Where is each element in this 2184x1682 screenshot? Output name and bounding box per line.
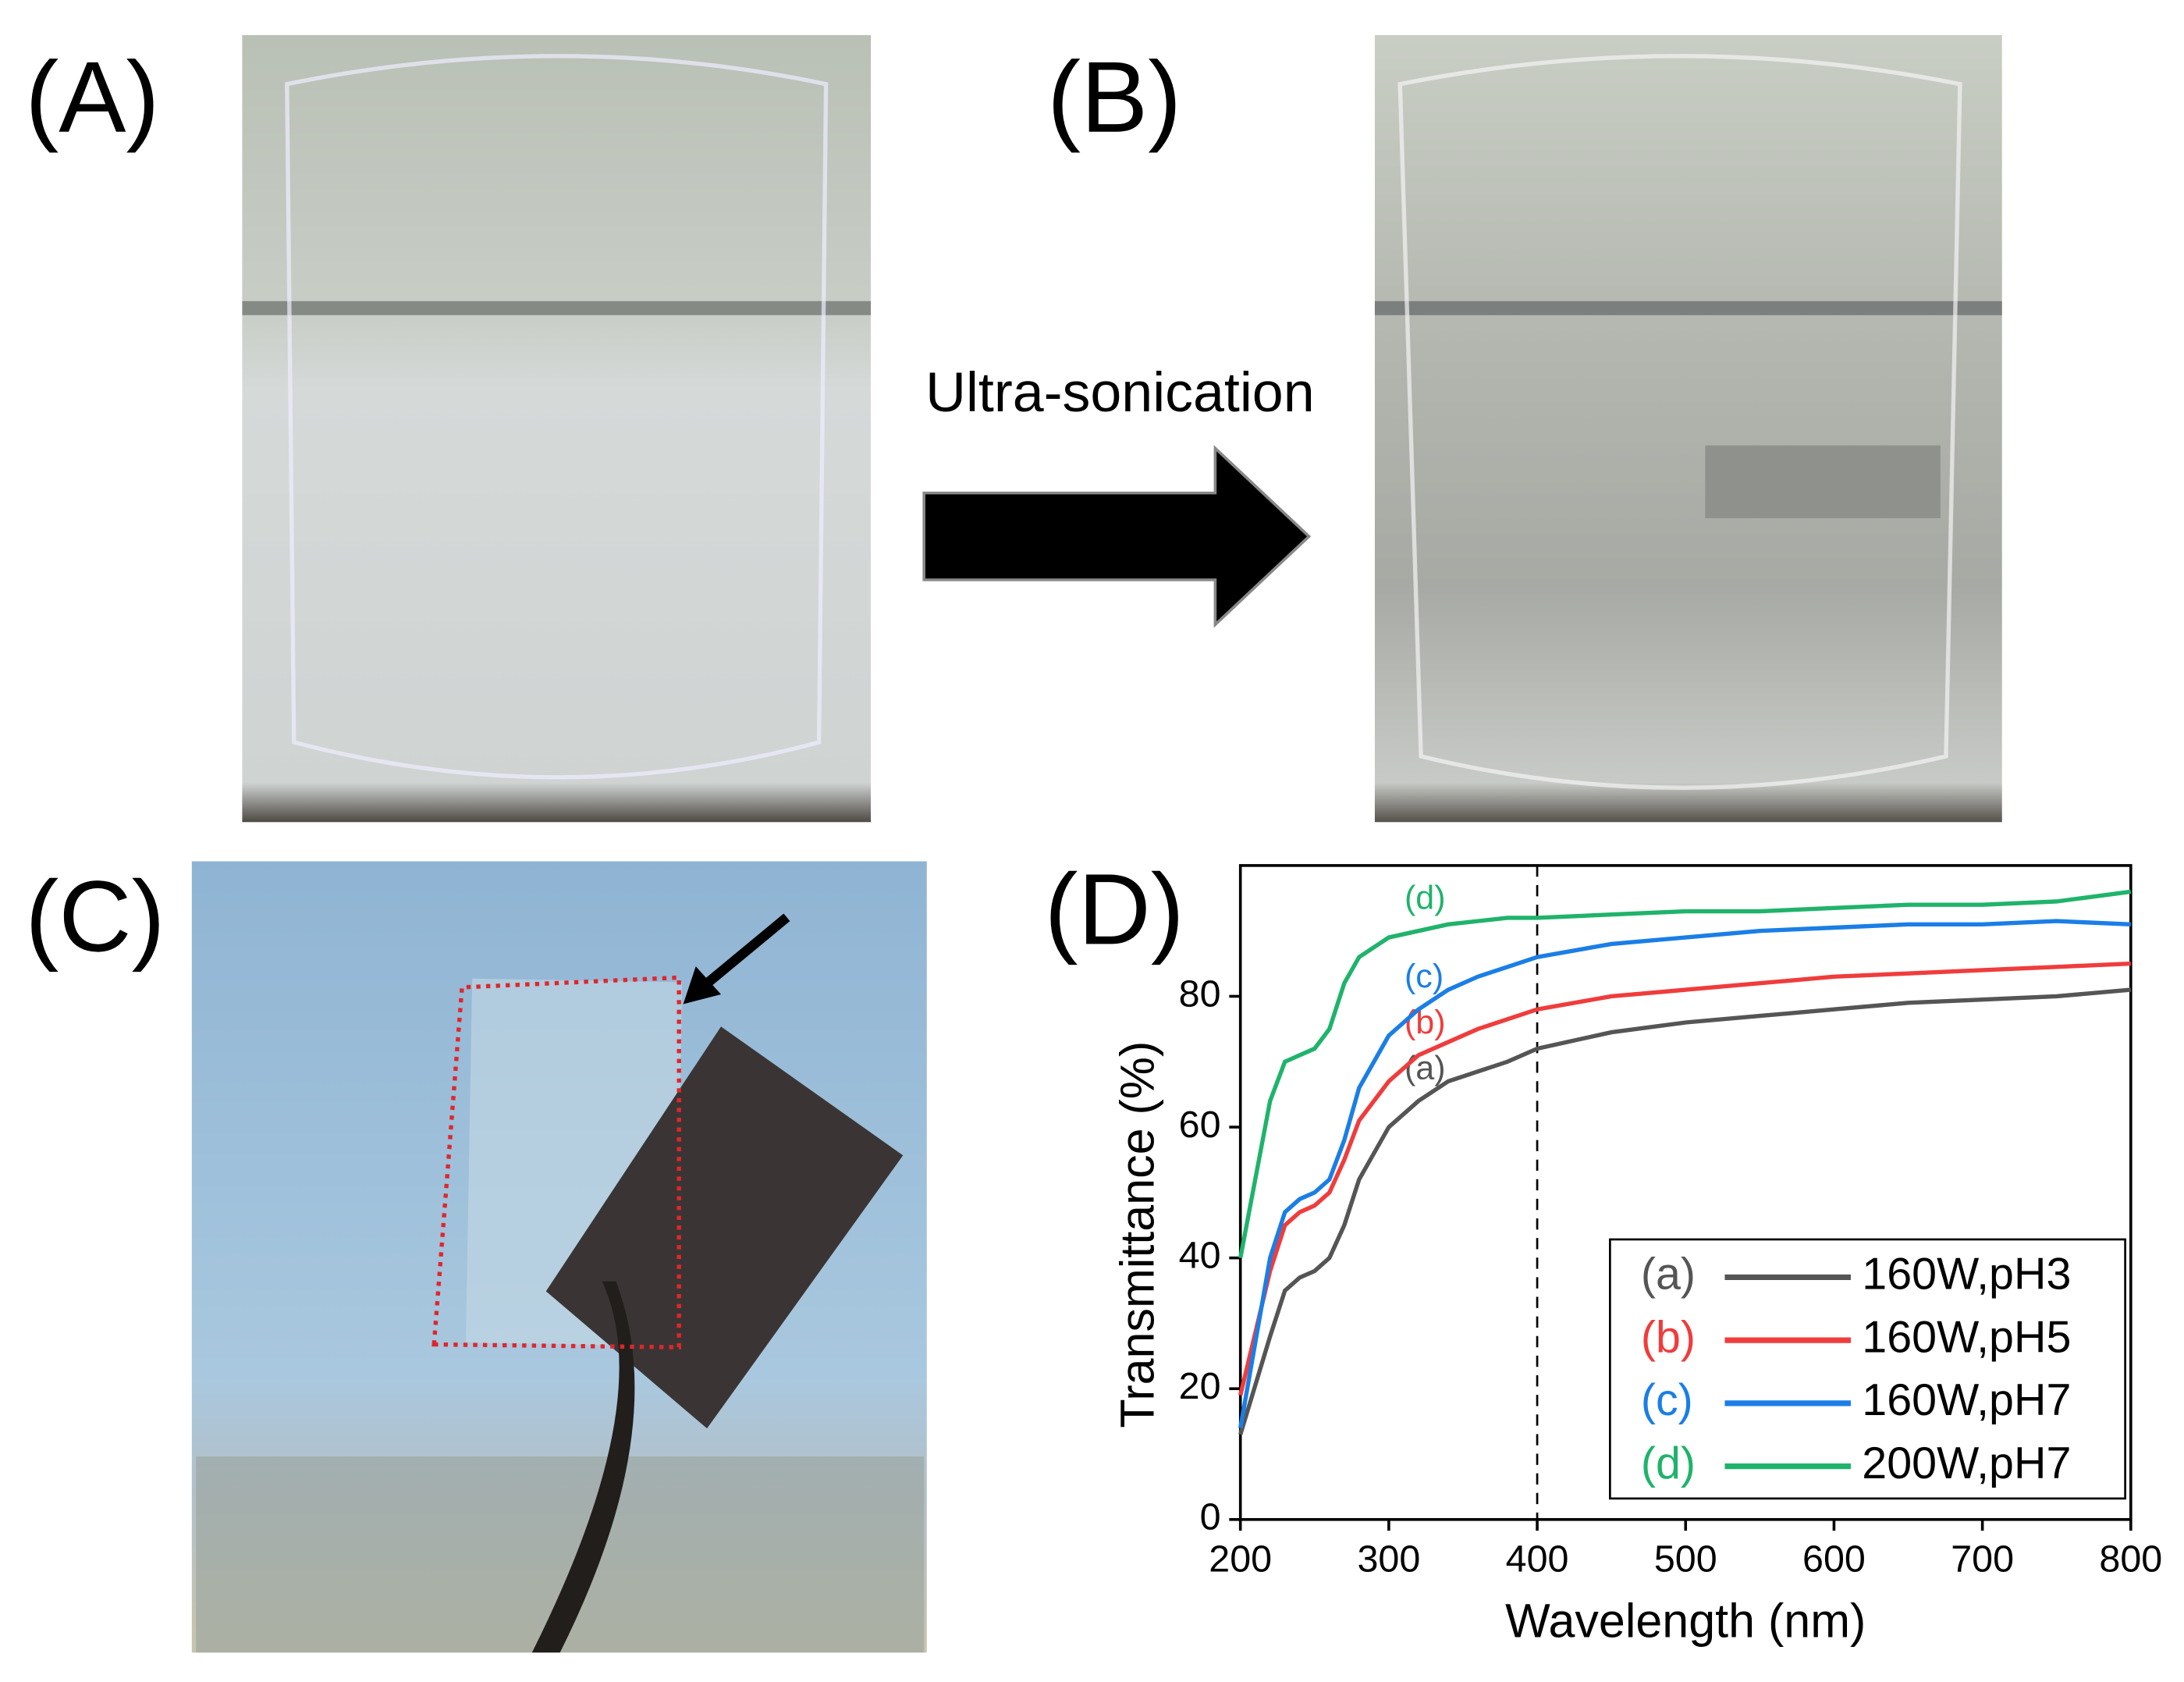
- line-series: [1238, 919, 2131, 1428]
- line-series: [1238, 889, 2132, 1259]
- photo-b: [1374, 34, 2002, 823]
- x-tick-label: 300: [1357, 1538, 1420, 1580]
- legend-name: 200W,pH7: [1862, 1438, 2071, 1488]
- arrow-label: Ultra-sonication: [925, 361, 1314, 424]
- panel-label: (B): [1047, 41, 1181, 154]
- arrow: [922, 445, 1312, 628]
- y-axis-label: Transmittance (%): [1110, 1041, 1163, 1428]
- legend-label: (a): [1641, 1250, 1696, 1300]
- legend-label: (c): [1641, 1375, 1693, 1425]
- x-tick-label: 500: [1654, 1538, 1717, 1580]
- series-label: (a): [1405, 1049, 1446, 1086]
- legend-name: 160W,pH5: [1862, 1312, 2071, 1362]
- line-series: [1238, 961, 2131, 1396]
- series-label: (b): [1405, 1004, 1446, 1041]
- legend-label: (d): [1641, 1438, 1696, 1488]
- legend-label: (b): [1641, 1312, 1696, 1362]
- x-tick-label: 800: [2099, 1538, 2162, 1580]
- legend-name: 160W,pH3: [1862, 1250, 2071, 1300]
- photo-a: [242, 34, 872, 823]
- legend-name: 160W,pH7: [1862, 1375, 2071, 1425]
- x-tick-label: 400: [1506, 1538, 1569, 1580]
- photo-c: [191, 861, 927, 1653]
- y-tick-label: 40: [1179, 1234, 1221, 1276]
- y-tick-label: 20: [1179, 1365, 1221, 1407]
- panel-label: (C): [25, 860, 165, 973]
- y-tick-label: 60: [1179, 1104, 1221, 1146]
- line-series: [1238, 987, 2132, 1435]
- series-label: (c): [1405, 958, 1444, 995]
- chart: 200 300 400 500 600 700 800 0 20 40 60 80 Wavelength…: [1110, 864, 2162, 1647]
- y-tick-label: 80: [1179, 973, 1221, 1015]
- x-tick-label: 200: [1209, 1538, 1272, 1580]
- panel-label: (D): [1044, 853, 1184, 965]
- series-label: (d): [1405, 880, 1446, 917]
- panel-label: (A): [25, 41, 159, 154]
- x-tick-label: 600: [1802, 1538, 1866, 1580]
- x-tick-label: 700: [1951, 1538, 2014, 1580]
- x-axis-label: Wavelength (nm): [1505, 1594, 1866, 1647]
- y-tick-label: 0: [1200, 1496, 1221, 1538]
- legend-frame: [1609, 1238, 2126, 1500]
